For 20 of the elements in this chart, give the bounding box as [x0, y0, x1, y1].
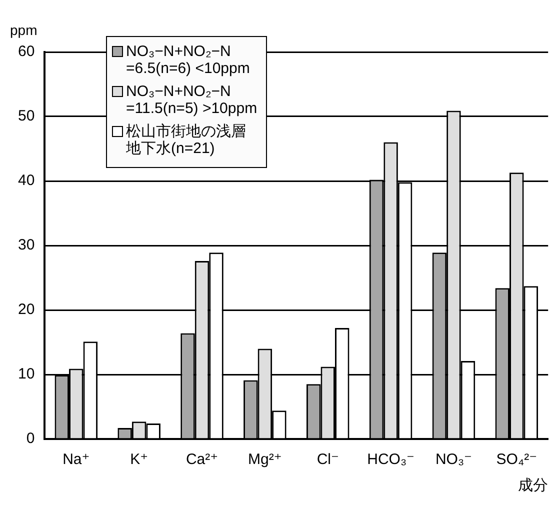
legend-label: NO₃−N+NO₂−N =6.5(n=6) <10ppm — [126, 43, 251, 77]
legend-label: 松山市街地の浅層地下水(n=21) — [126, 123, 247, 157]
y-tick-label: 60 — [18, 43, 35, 60]
y-tick-label: 30 — [18, 236, 35, 254]
y-tick-label: 10 — [18, 366, 35, 383]
y-tick-label: 40 — [18, 172, 35, 190]
x-tick-label: Na⁺ — [62, 451, 90, 468]
x-tick-label: Cl⁻ — [316, 451, 339, 468]
x-tick-label: Ca²⁺ — [186, 451, 218, 468]
y-tick-label: 50 — [18, 108, 35, 125]
y-axis-title: ppm — [10, 22, 38, 38]
x-tick-label: K⁺ — [130, 451, 148, 468]
x-tick-label: SO₄²⁻ — [496, 451, 538, 468]
y-tick-label: 20 — [18, 301, 35, 318]
y-tick-label: 0 — [26, 430, 35, 448]
legend-label: NO₃−N+NO₂−N =11.5(n=5) >10ppm — [126, 83, 258, 117]
x-tick-label: HCO₃⁻ — [367, 451, 414, 468]
x-tick-label: Mg²⁺ — [248, 451, 282, 468]
x-axis-title: 成分 — [518, 477, 548, 494]
x-tick-label: NO₃⁻ — [435, 451, 472, 468]
